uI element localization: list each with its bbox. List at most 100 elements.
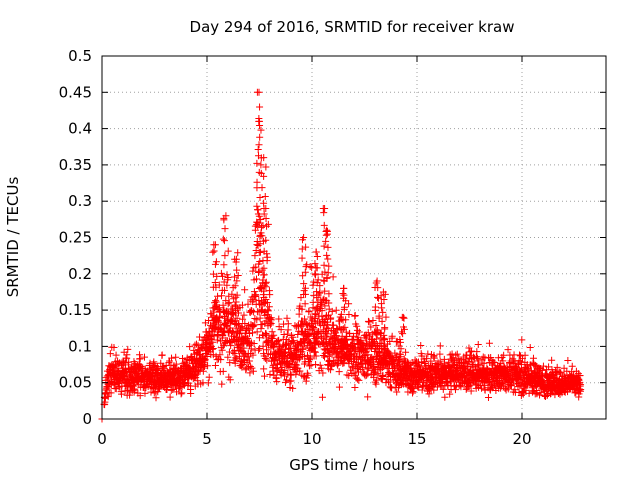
data-point: [212, 297, 220, 305]
data-point: [325, 290, 333, 298]
data-point: [256, 314, 264, 322]
data-point: [484, 394, 492, 402]
data-point: [259, 342, 267, 350]
y-tick-label: 0.15: [59, 301, 92, 319]
data-point: [249, 267, 257, 275]
data-point: [372, 380, 380, 388]
data-point: [577, 385, 585, 393]
data-point: [118, 358, 126, 366]
data-point: [451, 386, 459, 394]
data-point: [325, 262, 333, 270]
axis-ticks: 0 0.05 0.1 0.15 0.2 0.25 0.3 0.35 0.4 0.45 0.5 0 5 10…: [59, 47, 606, 448]
data-point: [346, 330, 354, 338]
data-point: [422, 355, 430, 363]
data-point: [209, 283, 217, 291]
y-tick-label: 0.05: [59, 374, 92, 392]
data-point: [312, 264, 320, 272]
data-point: [262, 236, 270, 244]
data-point: [281, 349, 289, 357]
data-point: [504, 346, 512, 354]
data-point: [260, 309, 268, 317]
data-point: [300, 352, 308, 360]
data-point: [310, 329, 318, 337]
data-point: [317, 364, 325, 372]
data-point: [263, 356, 271, 364]
data-point: [257, 126, 265, 134]
data-point: [255, 219, 263, 227]
data-point: [293, 345, 301, 353]
data-point: [298, 254, 306, 262]
data-point: [124, 345, 132, 353]
data-point: [246, 369, 254, 377]
data-point: [464, 362, 472, 370]
data-point: [351, 383, 359, 391]
data-point: [313, 303, 321, 311]
data-point: [186, 343, 194, 351]
data-point: [302, 243, 310, 251]
data-point: [344, 356, 352, 364]
data-point: [307, 361, 315, 369]
data-point: [369, 316, 377, 324]
x-tick-label: 15: [407, 430, 426, 448]
data-point: [262, 283, 270, 291]
data-point: [260, 154, 268, 162]
data-point: [255, 268, 263, 276]
data-point: [302, 263, 310, 271]
data-point: [224, 353, 232, 361]
data-point: [287, 331, 295, 339]
data-point: [263, 250, 271, 258]
data-point: [223, 322, 231, 330]
data-point: [107, 389, 115, 397]
data-point: [231, 301, 239, 309]
data-point: [274, 337, 282, 345]
data-point: [257, 215, 265, 223]
grid-lines: [102, 56, 606, 419]
data-point: [220, 327, 228, 335]
data-point: [237, 323, 245, 331]
data-point: [257, 325, 265, 333]
data-point: [318, 393, 326, 401]
data-point: [234, 321, 242, 329]
data-point: [381, 325, 389, 333]
data-point: [244, 300, 252, 308]
data-point: [211, 361, 219, 369]
data-point: [299, 321, 307, 329]
data-point: [177, 390, 185, 398]
data-point: [372, 335, 380, 343]
data-point: [267, 357, 275, 365]
data-point: [265, 303, 273, 311]
data-point: [256, 258, 264, 266]
data-point: [402, 348, 410, 356]
data-point: [252, 263, 260, 271]
x-tick-label: 10: [302, 430, 321, 448]
data-point: [314, 340, 322, 348]
data-point: [564, 356, 572, 364]
y-tick-label: 0.25: [59, 229, 92, 247]
data-point: [337, 310, 345, 318]
data-point: [499, 357, 507, 365]
data-point: [485, 339, 493, 347]
data-point: [324, 243, 332, 251]
data-point: [321, 204, 329, 212]
data-point: [166, 393, 174, 401]
data-point: [439, 385, 447, 393]
data-point: [480, 359, 488, 367]
data-point: [203, 353, 211, 361]
data-point: [227, 342, 235, 350]
data-point: [211, 278, 219, 286]
data-point: [326, 357, 334, 365]
data-point: [467, 347, 475, 355]
data-point: [355, 376, 363, 384]
data-point: [314, 291, 322, 299]
data-point: [475, 383, 483, 391]
x-tick-label: 5: [202, 430, 212, 448]
data-point: [332, 306, 340, 314]
data-point: [341, 340, 349, 348]
data-point: [218, 346, 226, 354]
y-tick-label: 0.35: [59, 156, 92, 174]
data-point: [370, 360, 378, 368]
data-point: [396, 350, 404, 358]
data-point: [260, 287, 268, 295]
data-point: [365, 318, 373, 326]
